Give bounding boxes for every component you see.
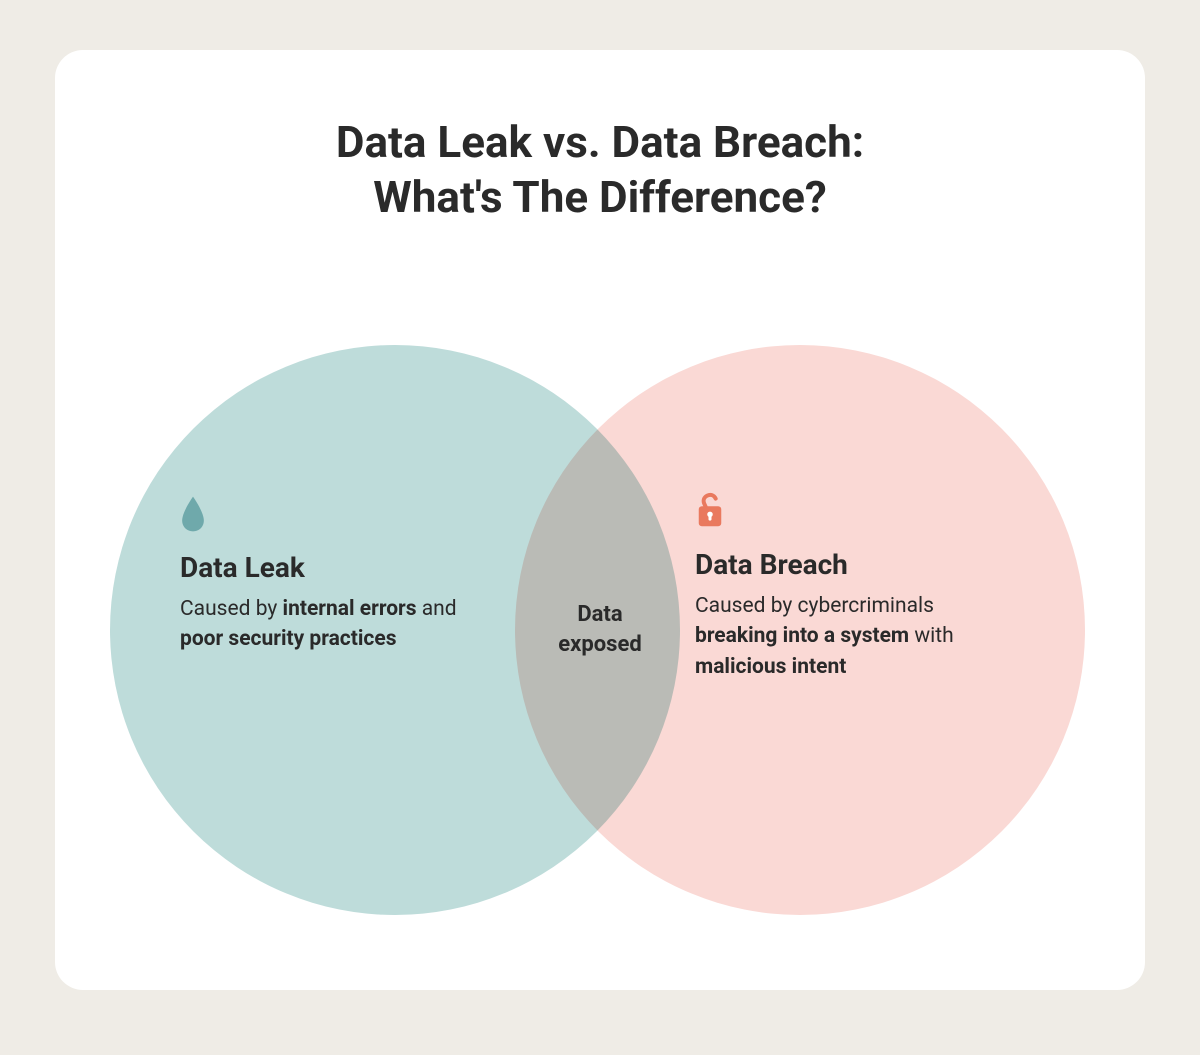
- infographic-title: Data Leak vs. Data Breach: What's The Di…: [55, 115, 1145, 225]
- overlap-line-1: Data: [577, 602, 622, 627]
- right-title: Data Breach: [695, 548, 1015, 581]
- venn-overlap-label: Data exposed: [550, 600, 650, 659]
- title-line-2: What's The Difference?: [373, 171, 826, 223]
- left-description: Caused by internal errors and poor secur…: [180, 594, 460, 655]
- infographic-card: Data Leak vs. Data Breach: What's The Di…: [55, 50, 1145, 990]
- water-drop-svg: [180, 495, 206, 533]
- overlap-line-2: exposed: [558, 632, 641, 657]
- title-line-1: Data Leak vs. Data Breach:: [336, 116, 864, 168]
- unlock-svg: [695, 490, 725, 530]
- right-description: Caused by cybercriminals breaking into a…: [695, 591, 1015, 682]
- right-section: Data Breach Caused by cybercriminals bre…: [695, 490, 1015, 682]
- water-drop-icon: [180, 495, 460, 537]
- left-section: Data Leak Caused by internal errors and …: [180, 495, 460, 655]
- unlock-icon: [695, 490, 1015, 534]
- left-title: Data Leak: [180, 551, 460, 584]
